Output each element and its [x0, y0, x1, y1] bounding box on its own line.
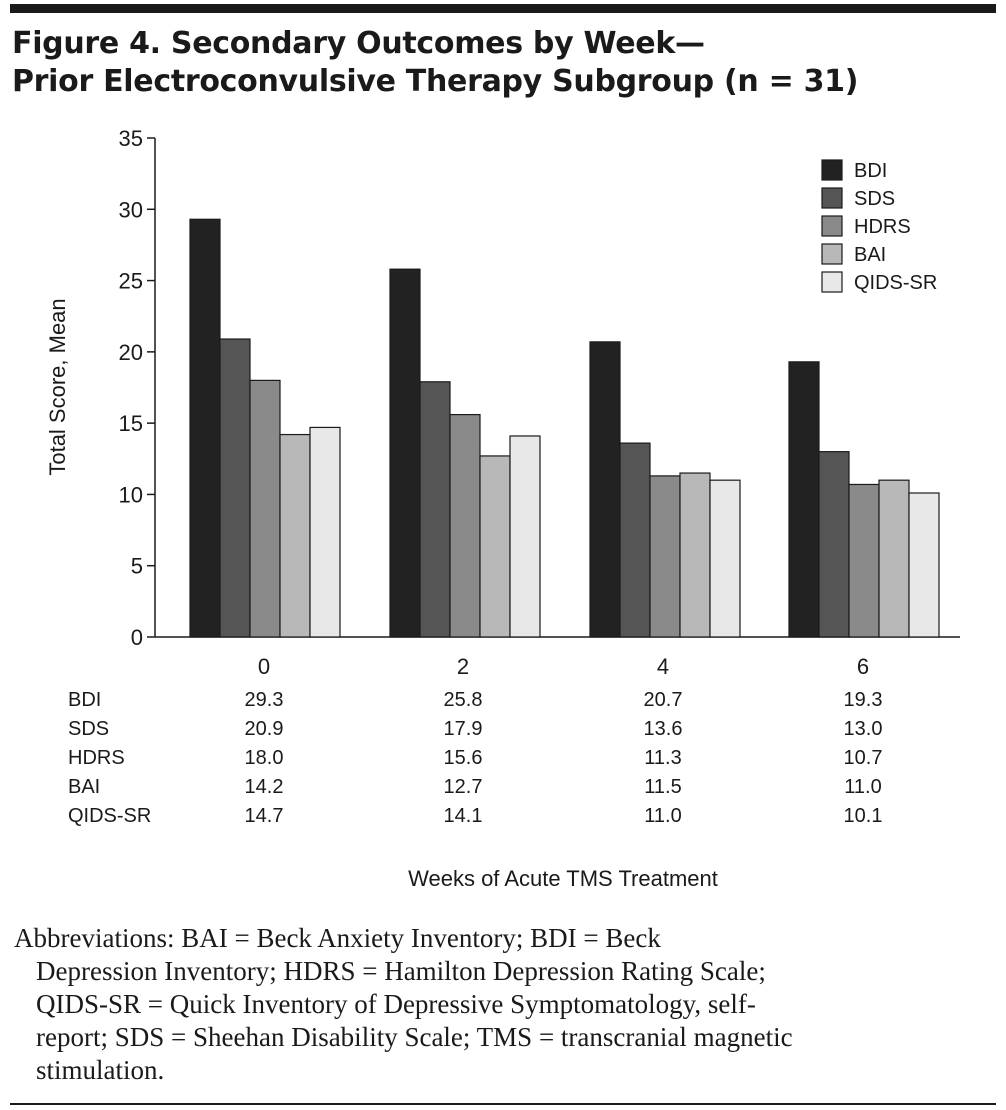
table-cell: 14.7 — [244, 805, 284, 827]
table-cell: 11.0 — [644, 805, 682, 827]
legend-label-bdi: BDI — [854, 160, 887, 182]
x-tick-label: 6 — [857, 654, 869, 679]
table-cell: 20.7 — [643, 689, 683, 711]
bar-bdi-week-2 — [389, 268, 421, 638]
x-axis-label: Weeks of Acute TMS Treatment — [408, 866, 718, 891]
table-cell: 13.0 — [843, 718, 883, 740]
table-cell: 25.8 — [443, 689, 483, 711]
bar-bai-week-0 — [279, 433, 311, 638]
legend-label-hdrs: HDRS — [854, 216, 911, 238]
y-tick-label: 15 — [119, 411, 143, 436]
bar-bai-week-6 — [878, 479, 910, 638]
table-cell: 11.0 — [844, 776, 882, 798]
legend-swatch-hdrs — [821, 215, 843, 237]
legend-label-sds: SDS — [854, 188, 895, 210]
bar-qids-sr-week-0 — [309, 426, 341, 638]
table-cell: 20.9 — [244, 718, 284, 740]
legend-swatch-qids-sr — [821, 271, 843, 293]
bar-bai-week-2 — [479, 455, 511, 638]
chart-axes: 0 5 10 15 20 25 30 35 0 2 4 6 — [119, 126, 960, 679]
bar-sds-week-2 — [419, 381, 451, 638]
bar-hdrs-week-0 — [249, 379, 281, 638]
bar-hdrs-week-4 — [649, 475, 681, 638]
table-cell: 10.7 — [843, 747, 883, 769]
bar-bai-week-4 — [679, 472, 711, 638]
footnote-line: Abbreviations: BAI = Beck Anxiety Invent… — [14, 923, 661, 953]
abbreviations-footnote: Abbreviations: BAI = Beck Anxiety Invent… — [14, 922, 974, 1087]
bar-bdi-week-0 — [189, 218, 221, 638]
table-cell: 18.0 — [244, 747, 284, 769]
legend-label-qids-sr: QIDS-SR — [854, 272, 937, 294]
table-row-label-bai: BAI — [68, 776, 101, 798]
figure-title-line-2: Prior Electroconvulsive Therapy Subgroup… — [12, 64, 859, 99]
bar-bdi-week-4 — [589, 341, 621, 638]
table-cell: 14.2 — [244, 776, 284, 798]
footnote-line: stimulation. — [36, 1055, 165, 1085]
footnote-line: QIDS-SR = Quick Inventory of Depressive … — [36, 989, 756, 1019]
bar-chart: 0 5 10 15 20 25 30 35 0 2 4 6 BDI SDS HDRS BAI QIDS-SR — [119, 126, 960, 679]
table-cell: 13.6 — [643, 718, 683, 740]
table-cell: 11.5 — [644, 776, 682, 798]
y-axis-label: Total Score, Mean — [45, 298, 70, 476]
table-cell: 11.3 — [644, 747, 682, 769]
legend-swatch-bdi — [821, 159, 843, 181]
y-tick-label: 30 — [119, 197, 143, 222]
legend-swatch-sds — [821, 187, 843, 209]
table-row-label-hdrs: HDRS — [68, 747, 125, 769]
table-row-label-qids-sr: QIDS-SR — [68, 805, 152, 827]
x-tick-label: 4 — [657, 654, 669, 679]
table-cell: 14.1 — [443, 805, 483, 827]
bar-sds-week-0 — [219, 338, 251, 638]
bar-sds-week-6 — [818, 451, 850, 638]
chart-legend: BDI SDS HDRS BAI QIDS-SR — [821, 159, 937, 294]
y-tick-label: 20 — [119, 340, 143, 365]
chart-bars — [189, 218, 940, 638]
table-cell: 10.1 — [843, 805, 883, 827]
figure-title-line-1: Figure 4. Secondary Outcomes by Week— — [12, 26, 705, 61]
footnote-line: report; SDS = Sheehan Disability Scale; … — [36, 1022, 793, 1052]
y-tick-label: 10 — [119, 482, 143, 507]
bar-hdrs-week-6 — [848, 483, 880, 638]
bar-qids-sr-week-2 — [509, 435, 541, 638]
y-tick-label: 0 — [131, 625, 143, 650]
bar-qids-sr-week-4 — [709, 479, 741, 638]
x-tick-label: 0 — [258, 654, 270, 679]
table-cell: 19.3 — [843, 689, 883, 711]
top-rule — [10, 4, 996, 13]
table-cell: 17.9 — [443, 718, 483, 740]
bar-bdi-week-6 — [788, 361, 820, 638]
footnote-line: Depression Inventory; HDRS = Hamilton De… — [36, 956, 766, 986]
x-tick-label: 2 — [457, 654, 469, 679]
bar-sds-week-4 — [619, 442, 651, 638]
legend-swatch-bai — [821, 243, 843, 265]
y-tick-label: 35 — [119, 126, 143, 151]
table-cell: 15.6 — [443, 747, 483, 769]
table-row-label-sds: SDS — [68, 718, 110, 740]
bottom-rule — [10, 1103, 996, 1105]
bar-qids-sr-week-6 — [908, 492, 940, 638]
table-row-label-bdi: BDI — [68, 689, 102, 711]
y-tick-label: 25 — [119, 269, 143, 294]
table-cell: 12.7 — [443, 776, 483, 798]
bar-hdrs-week-2 — [449, 413, 481, 638]
y-tick-label: 5 — [131, 554, 143, 579]
table-cell: 29.3 — [244, 689, 284, 711]
legend-label-bai: BAI — [854, 244, 886, 266]
